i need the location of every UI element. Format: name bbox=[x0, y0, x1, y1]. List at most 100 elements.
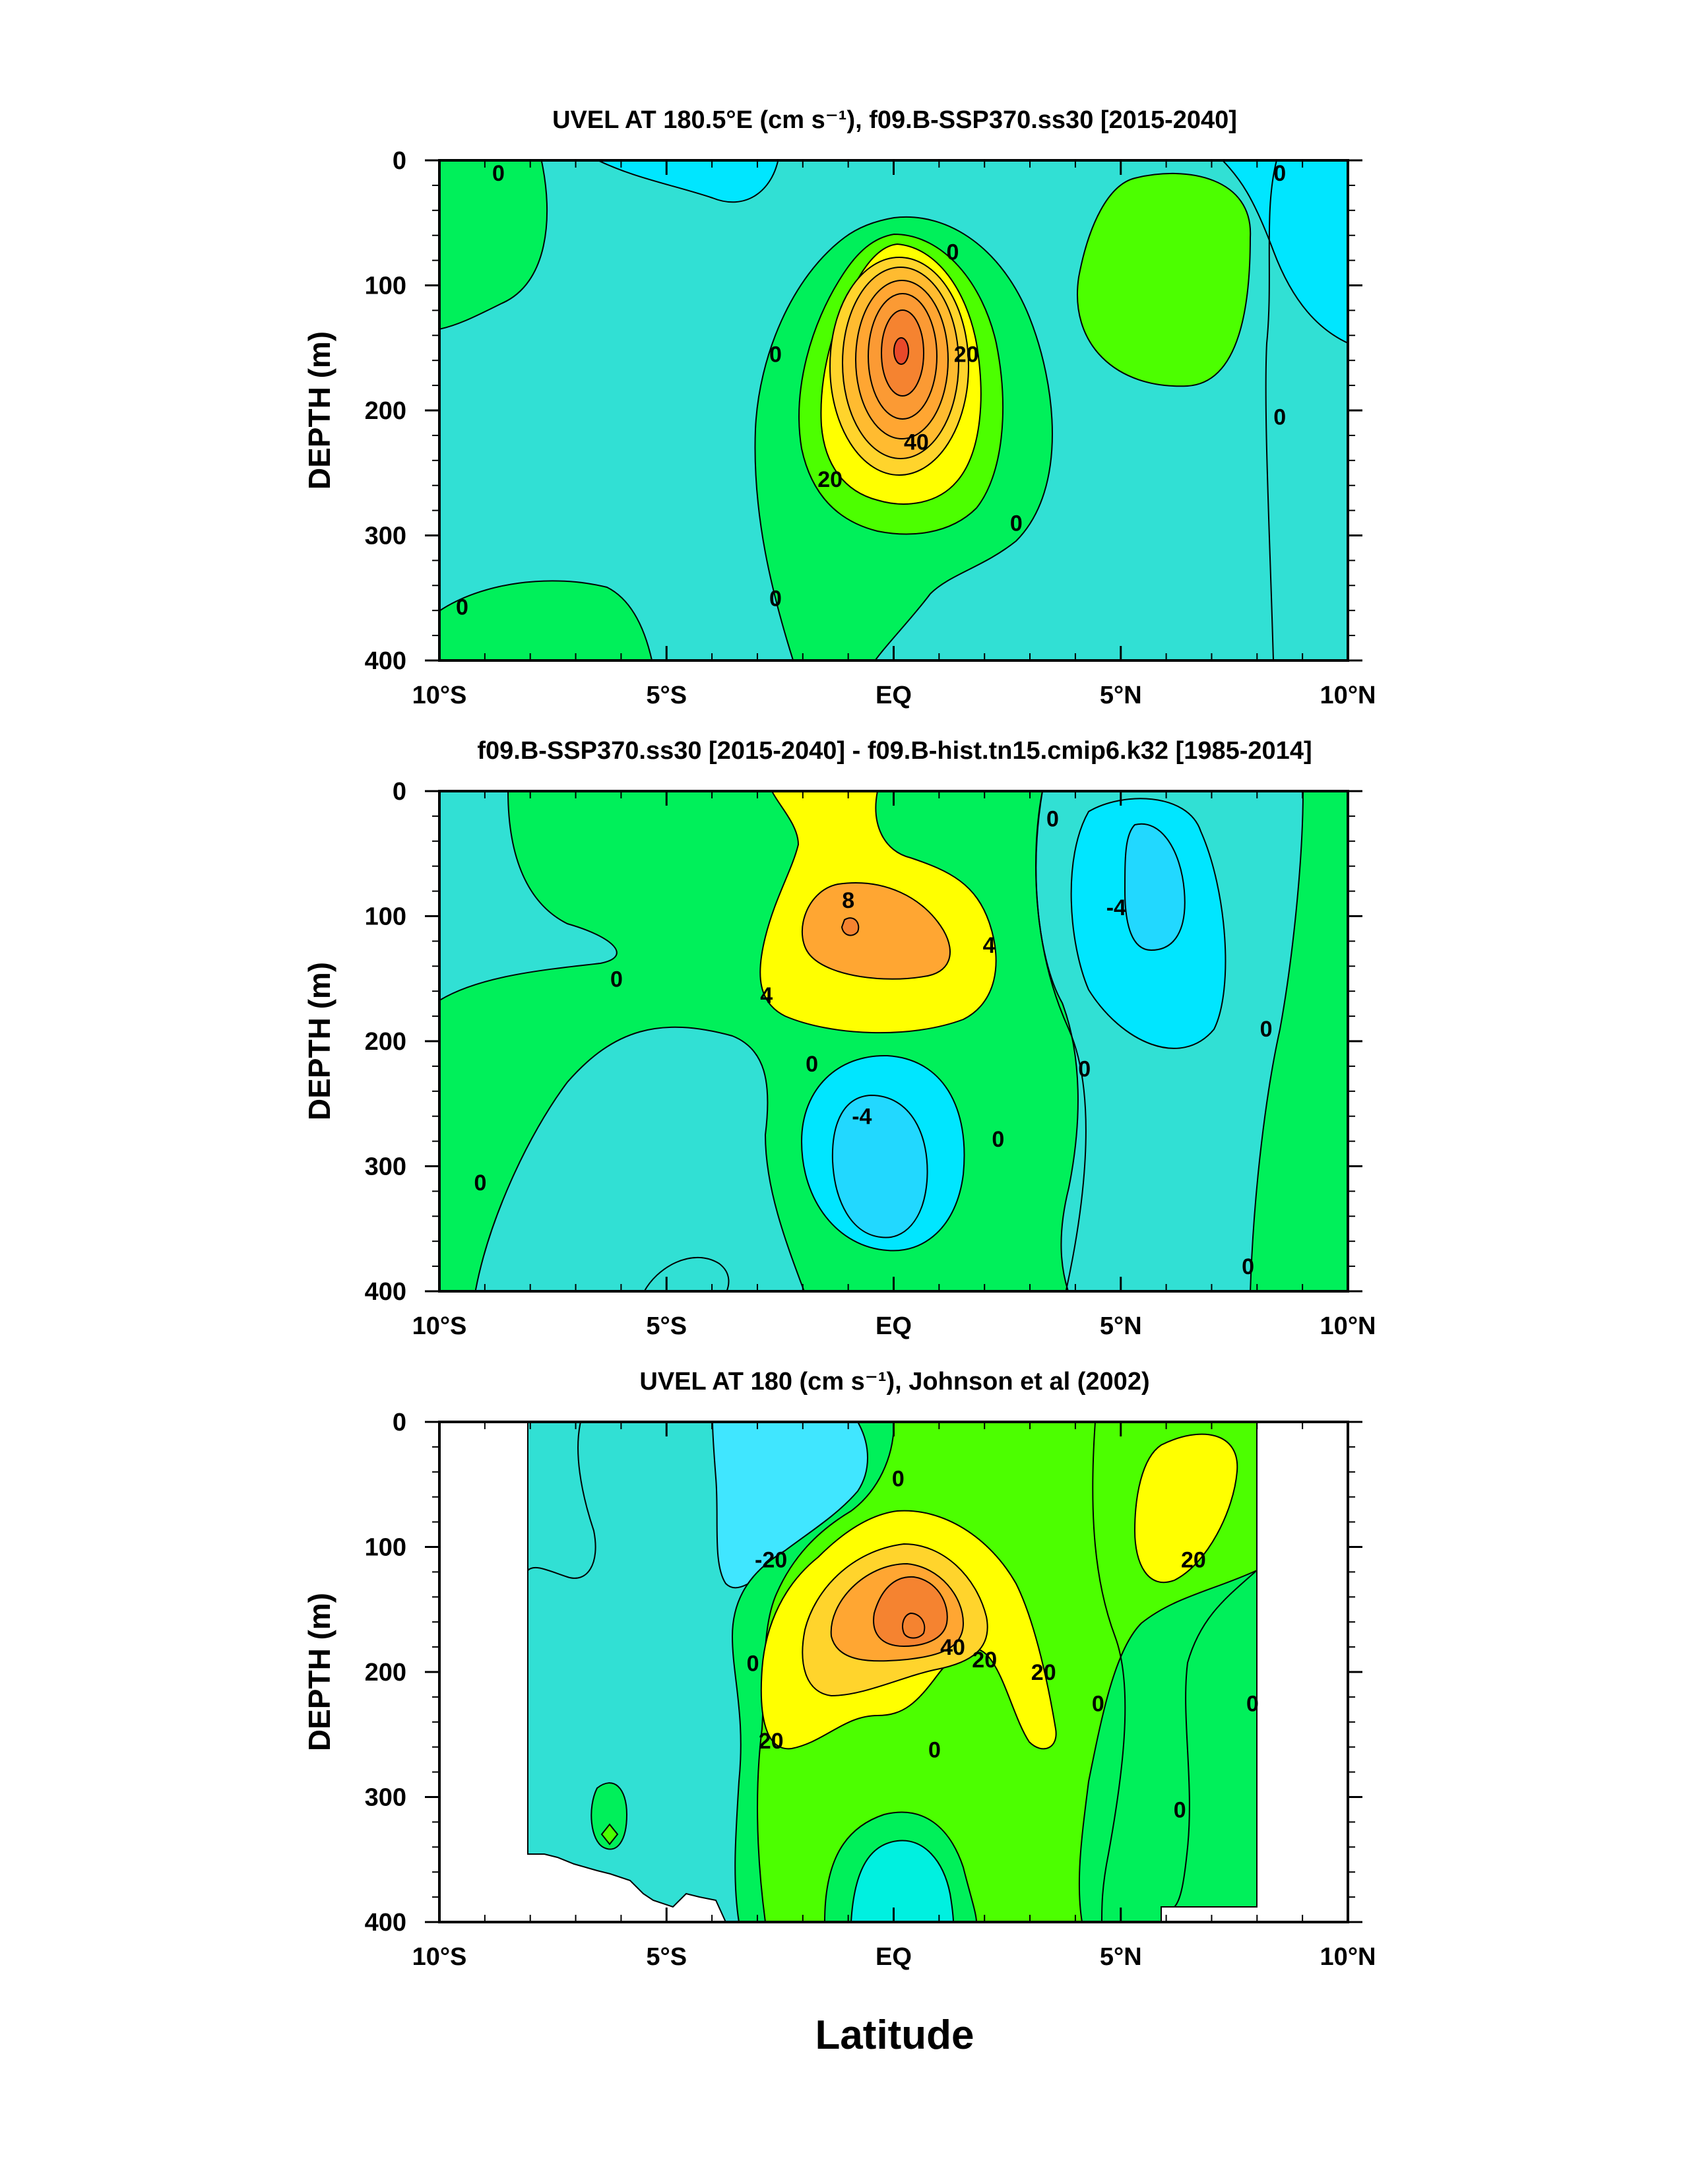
x-tick-label: 10°N bbox=[1320, 1312, 1376, 1340]
x-tick-label: 10°S bbox=[412, 1943, 467, 1971]
contour-label: 0 bbox=[892, 1466, 905, 1491]
contour-label: 20 bbox=[972, 1648, 997, 1673]
x-tick-label: 5°S bbox=[646, 682, 687, 709]
contour-label: 40 bbox=[940, 1635, 965, 1660]
contour-label: 0 bbox=[769, 342, 782, 368]
y-tick-label: 200 bbox=[365, 1659, 406, 1686]
x-tick-label: 10°S bbox=[412, 682, 467, 709]
contour-label: 0 bbox=[492, 161, 505, 186]
contour-label: -4 bbox=[852, 1105, 872, 1130]
contour-label: 4 bbox=[760, 983, 773, 1008]
contour-label: 20 bbox=[1181, 1547, 1206, 1572]
contour-label: 0 bbox=[1174, 1797, 1186, 1822]
sw-positive-cell bbox=[590, 1782, 628, 1850]
panel-2-fill bbox=[439, 791, 1348, 1291]
south-deep-zero-cell bbox=[643, 1256, 730, 1291]
x-tick-label: 10°S bbox=[412, 1312, 467, 1340]
contour-label: -20 bbox=[755, 1547, 787, 1572]
y-tick-label: 300 bbox=[365, 1153, 406, 1181]
y-tick-label: 400 bbox=[365, 1278, 406, 1306]
y-tick-label: 200 bbox=[365, 1028, 406, 1056]
contour-label: 0 bbox=[769, 586, 782, 611]
y-tick-label: 300 bbox=[365, 523, 406, 550]
east-zero-line-a bbox=[1092, 1422, 1126, 1922]
x-tick-label: 5°S bbox=[646, 1943, 687, 1971]
central-surface-negative bbox=[596, 160, 779, 203]
negative-contour-4-east bbox=[1124, 823, 1186, 951]
deep-negative-core bbox=[850, 1840, 955, 1922]
negative-contour-4-south bbox=[831, 1094, 928, 1238]
contour-panel-3: UVEL AT 180 (cm s⁻¹), Johnson et al (200… bbox=[302, 1368, 1376, 2058]
contour-label: 0 bbox=[474, 1171, 487, 1196]
positive-contour-10 bbox=[841, 917, 860, 936]
contour-label: 0 bbox=[747, 1652, 759, 1677]
x-tick-label: 5°S bbox=[646, 1312, 687, 1340]
contour-label: 0 bbox=[992, 1127, 1004, 1152]
y-tick-label: 200 bbox=[365, 397, 406, 425]
x-tick-label: 5°N bbox=[1100, 682, 1142, 709]
y-tick-label: 100 bbox=[365, 1534, 406, 1562]
contour-label: 0 bbox=[1078, 1057, 1091, 1082]
east-positive-cell-20 bbox=[1133, 1433, 1238, 1584]
contour-label: 0 bbox=[1242, 1254, 1254, 1279]
jet-contour-45 bbox=[873, 1576, 948, 1648]
contour-label: 0 bbox=[1246, 1691, 1259, 1716]
surface-negative-west bbox=[527, 1422, 596, 1579]
x-tick-label: 10°N bbox=[1320, 1943, 1376, 1971]
x-tick-label: EQ bbox=[876, 1312, 912, 1340]
contour-label: 0 bbox=[806, 1052, 818, 1077]
contour-label: 0 bbox=[1260, 1017, 1273, 1042]
contour-panel-2: f09.B-SSP370.ss30 [2015-2040] - f09.B-hi… bbox=[302, 737, 1376, 1340]
jet-contour-50 bbox=[902, 1612, 926, 1639]
x-tick-label: 5°N bbox=[1100, 1943, 1142, 1971]
contour-label: 0 bbox=[610, 967, 623, 992]
panel-3-contour-labels: 0 -20 20 0 40 20 20 0 0 20 0 0 bbox=[747, 1466, 1259, 1822]
contour-label: 8 bbox=[842, 888, 854, 913]
y-tick-label: 400 bbox=[365, 647, 406, 675]
panel-3-fill bbox=[527, 1422, 1258, 1922]
contour-label: 0 bbox=[928, 1737, 941, 1762]
southwest-deep-positive bbox=[439, 580, 653, 660]
panel-1-title: UVEL AT 180.5°E (cm s⁻¹), f09.B-SSP370.s… bbox=[552, 106, 1237, 134]
panel-2-title: f09.B-SSP370.ss30 [2015-2040] - f09.B-hi… bbox=[477, 737, 1312, 765]
sw-diamond bbox=[600, 1823, 619, 1846]
y-tick-label: 100 bbox=[365, 273, 406, 300]
y-tick-label: 0 bbox=[393, 147, 406, 175]
y-tick-label: 0 bbox=[393, 778, 406, 806]
contour-label: 0 bbox=[1092, 1691, 1104, 1716]
panel-1-ylabel: DEPTH (m) bbox=[302, 331, 336, 490]
x-tick-label: EQ bbox=[876, 682, 912, 709]
y-tick-label: 0 bbox=[393, 1409, 406, 1436]
east-positive-cell bbox=[1077, 172, 1252, 387]
contour-label: 0 bbox=[947, 240, 959, 265]
contour-label: -4 bbox=[1106, 895, 1126, 920]
contour-label: 20 bbox=[954, 342, 979, 368]
contour-label: 0 bbox=[1273, 161, 1286, 186]
panel-3-title: UVEL AT 180 (cm s⁻¹), Johnson et al (200… bbox=[639, 1368, 1149, 1396]
x-tick-label: EQ bbox=[876, 1943, 912, 1971]
y-tick-label: 400 bbox=[365, 1909, 406, 1937]
panel-2-contour-labels: 0 8 -4 4 0 4 0 0 0 -4 0 0 0 bbox=[474, 807, 1273, 1279]
west-positive-cell bbox=[439, 160, 548, 330]
panel-1-contour-labels: 0 0 0 0 20 40 20 0 0 0 0 bbox=[456, 161, 1286, 620]
x-tick-label: 10°N bbox=[1320, 682, 1376, 709]
east-zero-band bbox=[1250, 791, 1348, 1291]
east-surface-negative bbox=[1221, 160, 1348, 344]
contour-label: 0 bbox=[456, 595, 468, 620]
contour-label: 20 bbox=[1031, 1660, 1056, 1685]
line-zero-east-mid bbox=[1035, 791, 1087, 1291]
contour-panel-1: UVEL AT 180.5°E (cm s⁻¹), f09.B-SSP370.s… bbox=[302, 106, 1376, 709]
east-zero-line-b bbox=[1174, 1570, 1258, 1908]
contour-label: 20 bbox=[817, 467, 843, 492]
jet-contour-50 bbox=[893, 337, 909, 365]
y-tick-label: 300 bbox=[365, 1784, 406, 1812]
y-tick-label: 100 bbox=[365, 903, 406, 931]
panel-3-ylabel: DEPTH (m) bbox=[302, 1593, 336, 1751]
panel-1-fill bbox=[439, 160, 1348, 660]
contour-label: 40 bbox=[904, 430, 929, 455]
contour-label: 20 bbox=[759, 1729, 784, 1754]
